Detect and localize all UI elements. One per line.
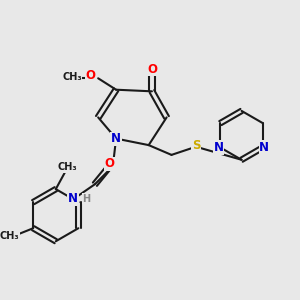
Text: CH₃: CH₃ [57,162,77,172]
Text: N: N [214,141,224,154]
Text: N: N [68,192,78,206]
Text: CH₃: CH₃ [62,72,82,82]
Text: O: O [86,69,96,82]
Text: N: N [260,141,269,154]
Text: H: H [82,194,90,204]
Text: N: N [111,132,121,145]
Text: CH₃: CH₃ [0,231,20,242]
Text: O: O [147,63,157,76]
Text: O: O [105,157,115,170]
Text: S: S [192,139,200,152]
